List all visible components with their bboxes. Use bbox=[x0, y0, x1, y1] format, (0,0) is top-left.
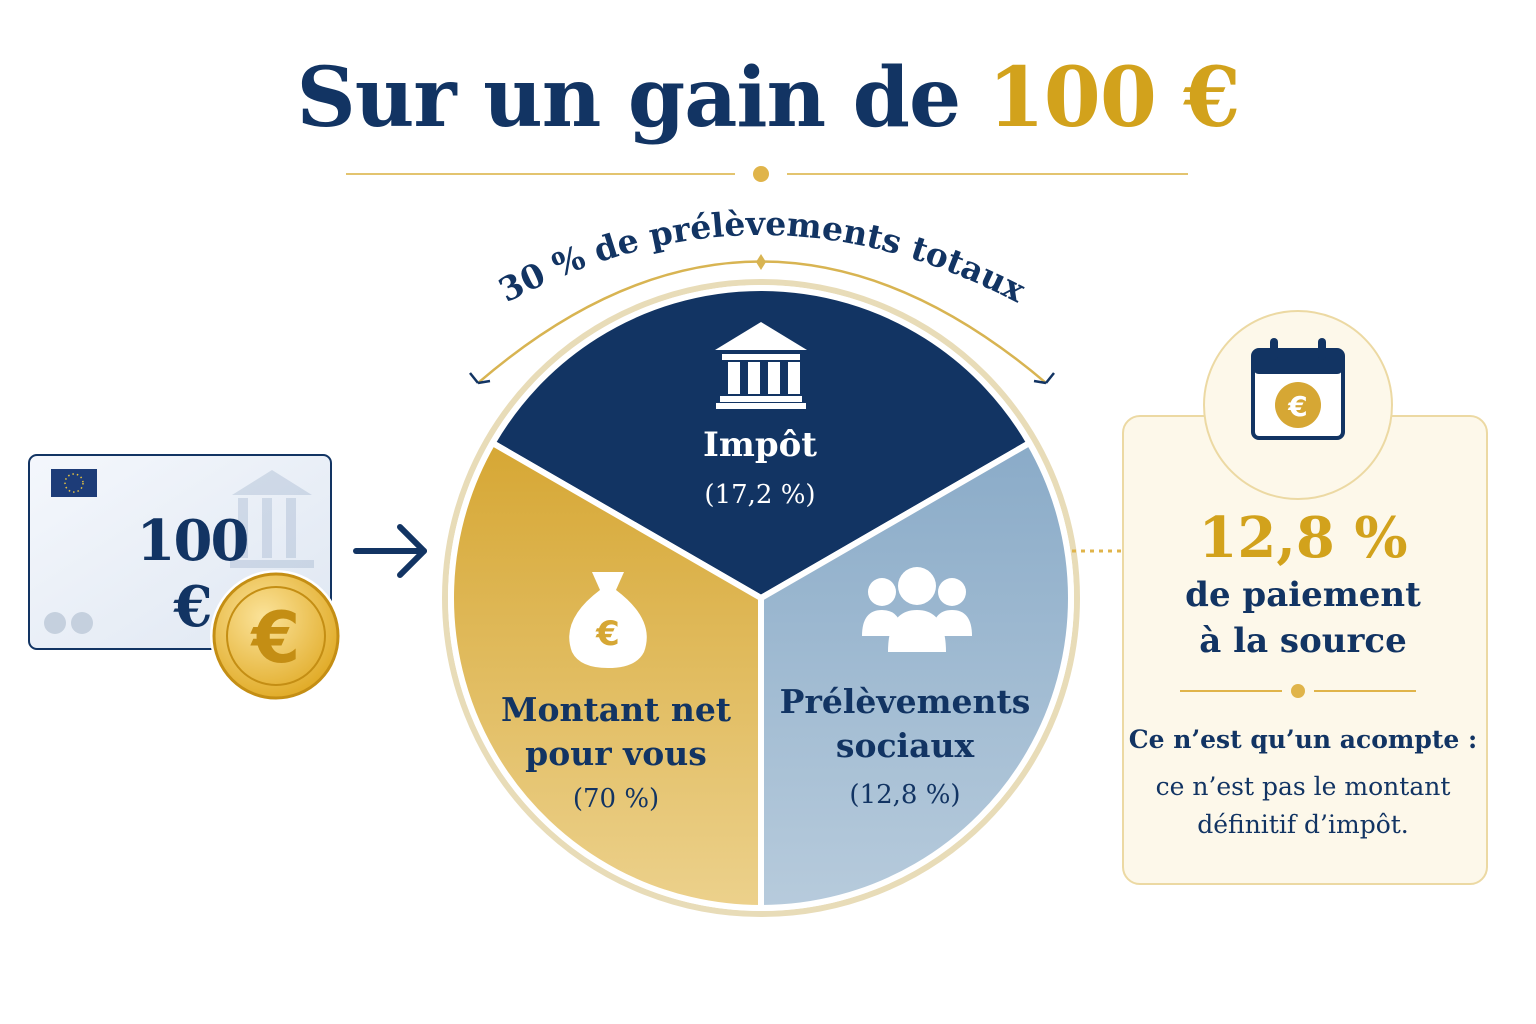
card-note-title: Ce n’est qu’un acompte : bbox=[1128, 725, 1478, 754]
pie-chart bbox=[442, 279, 1080, 917]
pie-slice-impot bbox=[488, 285, 1034, 602]
slice-label-net-line2: pour vous bbox=[525, 734, 707, 773]
slice-label-net-line1: Montant net bbox=[500, 690, 732, 729]
card-subtitle-line1: de paiement bbox=[1185, 575, 1421, 615]
slice-label-social: Prélèvements sociaux bbox=[770, 680, 1040, 768]
title-prefix: Sur un gain de bbox=[296, 50, 988, 146]
card-percentage: 12,8 % bbox=[1198, 505, 1408, 571]
title-divider bbox=[346, 166, 1188, 182]
page-title: Sur un gain de 100 € bbox=[0, 50, 1536, 146]
people-group-icon bbox=[862, 567, 972, 652]
svg-text:€: € bbox=[250, 597, 301, 679]
card-note-line2: définitif d’impôt. bbox=[1197, 810, 1409, 839]
card-subtitle: de paiement à la source bbox=[1122, 572, 1484, 664]
slice-label-social-line1: Prélèvements bbox=[779, 682, 1031, 721]
card-note-body: ce n’est pas le montant définitif d’impô… bbox=[1122, 768, 1484, 844]
card-subtitle-line2: à la source bbox=[1199, 621, 1407, 661]
pie-slice-net bbox=[448, 438, 764, 912]
euro-coin-icon: € bbox=[210, 570, 342, 702]
banknote-amount: 100 € bbox=[136, 508, 250, 640]
slice-label-impot: Impôt bbox=[702, 425, 818, 465]
slice-pct-social: (12,8 %) bbox=[849, 780, 961, 810]
slice-label-social-line2: sociaux bbox=[835, 726, 975, 765]
slice-pct-impot: (17,2 %) bbox=[704, 480, 816, 510]
bank-building-icon bbox=[715, 322, 807, 409]
card-note-line1: ce n’est pas le montant bbox=[1155, 772, 1451, 801]
arc-bracket bbox=[469, 254, 1055, 385]
svg-text:€: € bbox=[595, 614, 620, 654]
slice-pct-net: (70 %) bbox=[572, 784, 660, 814]
pie-slice-social bbox=[758, 438, 1074, 912]
slice-label-net: Montant net pour vous bbox=[486, 688, 746, 776]
title-amount: 100 € bbox=[987, 50, 1241, 146]
money-bag-icon: € bbox=[569, 572, 647, 668]
arrow-right-icon bbox=[353, 524, 427, 578]
